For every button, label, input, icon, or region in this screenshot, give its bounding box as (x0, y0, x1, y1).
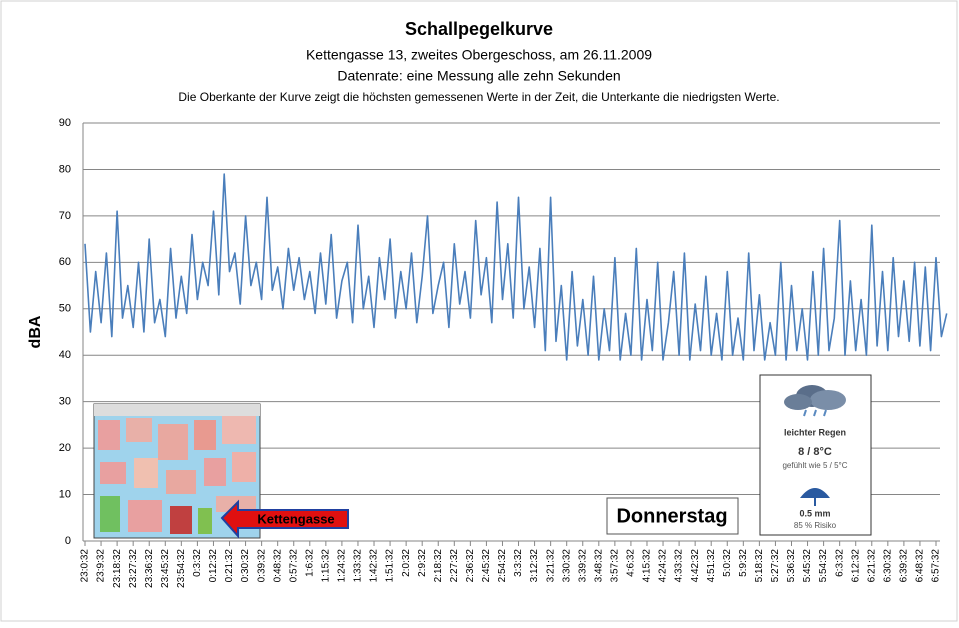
x-tick-label: 5:54:32 (818, 549, 829, 583)
x-tick-label: 0:3:32 (192, 549, 203, 577)
x-tick-label: 5:45:32 (802, 549, 813, 583)
x-tick-label: 3:3:32 (513, 549, 524, 577)
x-tick-label: 3:21:32 (545, 549, 556, 583)
weather-risk: 85 % Risiko (794, 521, 837, 530)
x-tick-label: 6:48:32 (915, 549, 926, 583)
weather-feel: gefühlt wie 5 / 5°C (782, 461, 847, 470)
line-series (84, 173, 948, 361)
y-tick-label: 70 (59, 210, 71, 222)
x-tick-label: 23:9:32 (96, 549, 107, 583)
weather-icon (784, 385, 846, 417)
x-tick-label: 6:39:32 (899, 549, 910, 583)
chart-subtitle: Datenrate: eine Messung alle zehn Sekund… (337, 68, 620, 84)
x-tick-label: 2:18:32 (433, 549, 444, 583)
y-tick-label: 50 (59, 303, 71, 315)
x-tick-label: 1:51:32 (385, 549, 396, 583)
x-tick-label: 3:48:32 (593, 549, 604, 583)
x-tick-label: 6:3:32 (834, 549, 845, 577)
map-arrow (220, 499, 349, 539)
x-tick-label: 3:30:32 (561, 549, 572, 583)
x-tick-label: 2:45:32 (481, 549, 492, 583)
y-tick-label: 30 (59, 396, 71, 408)
y-tick-label: 80 (59, 163, 71, 175)
y-tick-label: 90 (59, 117, 71, 129)
x-tick-label: 0:21:32 (224, 549, 235, 583)
x-tick-label: 0:57:32 (288, 549, 299, 583)
x-tick-label: 23:18:32 (112, 549, 123, 588)
y-axis-label: dBA (27, 315, 44, 348)
x-tick-label: 2:0:32 (401, 549, 412, 577)
x-tick-label: 6:21:32 (866, 549, 877, 583)
x-tick-label: 0:30:32 (240, 549, 251, 583)
x-tick-label: 2:9:32 (417, 549, 428, 577)
x-tick-label: 1:15:32 (320, 549, 331, 583)
weather-text: leichter Regen (784, 427, 846, 437)
x-tick-label: 0:39:32 (256, 549, 267, 583)
y-tick-label: 40 (59, 349, 71, 361)
x-tick-label: 23:45:32 (160, 549, 171, 588)
y-tick-label: 10 (59, 488, 71, 500)
x-tick-label: 0:12:32 (208, 549, 219, 583)
x-tick-label: 1:42:32 (369, 549, 380, 583)
x-tick-label: 3:57:32 (610, 549, 621, 583)
x-tick-label: 6:57:32 (931, 549, 942, 583)
x-tick-label: 1:6:32 (304, 549, 315, 577)
x-tick-label: 5:0:32 (722, 549, 733, 577)
x-tick-label: 23:54:32 (176, 549, 187, 588)
x-tick-label: 5:27:32 (770, 549, 781, 583)
map-label: Kettengasse (257, 511, 334, 526)
x-tick-label: 23:27:32 (128, 549, 139, 588)
weather-temp: 8 / 8°C (798, 446, 832, 458)
x-tick-label: 4:15:32 (642, 549, 653, 583)
x-tick-label: 0:48:32 (272, 549, 283, 583)
x-tick-label: 4:33:32 (674, 549, 685, 583)
y-tick-label: 0 (65, 535, 71, 547)
day-box (606, 497, 739, 535)
x-tick-label: 5:9:32 (738, 549, 749, 577)
x-tick-label: 6:12:32 (850, 549, 861, 583)
x-tick-label: 5:18:32 (754, 549, 765, 583)
x-tick-label: 4:42:32 (690, 549, 701, 583)
x-tick-label: 1:33:32 (353, 549, 364, 583)
weather-rain: 0.5 mm (799, 508, 830, 518)
chart-note: Die Oberkante der Kurve zeigt die höchst… (178, 90, 779, 104)
x-tick-label: 2:36:32 (465, 549, 476, 583)
x-tick-label: 23:0:32 (80, 549, 91, 583)
x-tick-label: 4:24:32 (658, 549, 669, 583)
umbrella-icon (800, 488, 830, 506)
x-tick-label: 3:39:32 (577, 549, 588, 583)
chart-subtitle: Kettengasse 13, zweites Obergeschoss, am… (306, 47, 652, 63)
chart-title: Schallpegelkurve (405, 19, 553, 39)
y-tick-label: 20 (59, 442, 71, 454)
x-tick-label: 23:36:32 (144, 549, 155, 588)
y-tick-label: 60 (59, 256, 71, 268)
x-tick-label: 4:6:32 (626, 549, 637, 577)
x-tick-label: 2:54:32 (497, 549, 508, 583)
x-tick-label: 3:12:32 (529, 549, 540, 583)
x-tick-label: 1:24:32 (337, 549, 348, 583)
x-tick-label: 4:51:32 (706, 549, 717, 583)
day-label: Donnerstag (616, 505, 727, 527)
x-tick-label: 5:36:32 (786, 549, 797, 583)
x-tick-label: 2:27:32 (449, 549, 460, 583)
x-tick-label: 6:30:32 (882, 549, 893, 583)
